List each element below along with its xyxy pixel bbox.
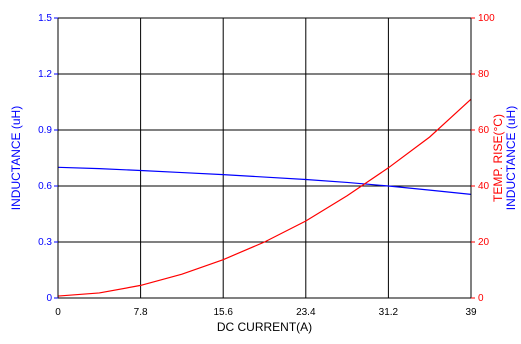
- right-y-tick-label: 40: [478, 181, 490, 192]
- left-y-tick-label: 1.2: [38, 69, 52, 80]
- left-y-tick-labels: 0 0.3 0.6 0.9 1.2 1.5: [38, 13, 58, 304]
- right-y-tick-label: 60: [478, 125, 490, 136]
- left-y-tick-label: 0.3: [38, 237, 52, 248]
- left-y-axis-title: INDUCTANCE (uH): [9, 106, 23, 210]
- x-tick-label: 23.4: [296, 307, 316, 318]
- x-axis-title: DC CURRENT(A): [217, 320, 312, 334]
- x-tick-label: 39: [465, 307, 477, 318]
- right-y-tick-label: 0: [478, 293, 484, 304]
- left-y-tick-label: 0.9: [38, 125, 52, 136]
- x-tick-label: 0: [55, 307, 61, 318]
- grid: [57, 17, 472, 299]
- temp-rise-line: [57, 98, 472, 297]
- x-tick-labels: 0 7.8 15.6 23.4 31.2 39: [55, 307, 477, 318]
- plot-frame: [57, 17, 472, 299]
- right-y-tick-label: 20: [478, 237, 490, 248]
- x-tick-label: 15.6: [213, 307, 233, 318]
- right-y-axis-title-temp: TEMP. RISE(°C): [491, 114, 505, 202]
- x-tick-label: 31.2: [379, 307, 399, 318]
- right-y-axis-title-inductance: INDUCTANCE (uH): [504, 106, 518, 210]
- series-layer: [57, 98, 472, 297]
- x-tick-label: 7.8: [134, 307, 148, 318]
- right-y-tick-label: 80: [478, 69, 490, 80]
- left-y-tick-label: 0: [46, 293, 52, 304]
- left-y-tick-label: 1.5: [38, 13, 52, 24]
- inductance-line: [57, 166, 472, 195]
- right-y-tick-labels: 0 20 40 60 80 100: [471, 13, 495, 304]
- right-y-tick-label: 100: [478, 13, 495, 24]
- left-y-tick-label: 0.6: [38, 181, 52, 192]
